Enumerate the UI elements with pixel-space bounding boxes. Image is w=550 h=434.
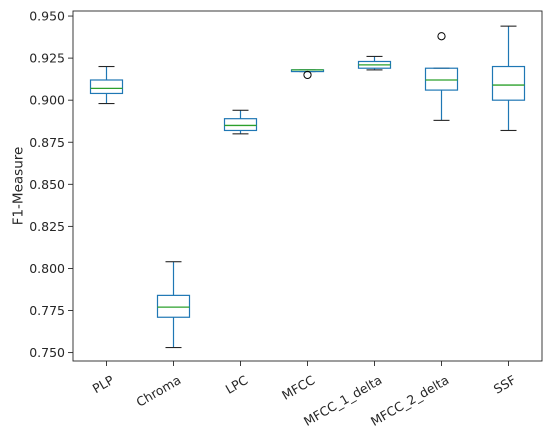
y-tick-label: 0.800 [29,261,65,276]
y-tick-label: 0.850 [29,177,65,192]
y-axis-label: F1-Measure [11,147,27,226]
y-tick-label: 0.875 [29,135,65,150]
y-tick-label: 0.900 [29,93,65,108]
box-iqr [223,118,258,132]
outlier-point [303,70,312,80]
y-tick-label: 0.775 [29,303,65,318]
box-iqr [89,79,124,95]
y-tick-label: 0.750 [29,345,65,360]
y-tick-label: 0.950 [29,9,65,24]
box-iqr [491,65,526,101]
box-iqr [424,67,459,91]
box-iqr [156,294,191,318]
outlier-point [437,32,446,41]
y-tick-label: 0.825 [29,219,65,234]
y-tick-label: 0.925 [29,51,65,66]
